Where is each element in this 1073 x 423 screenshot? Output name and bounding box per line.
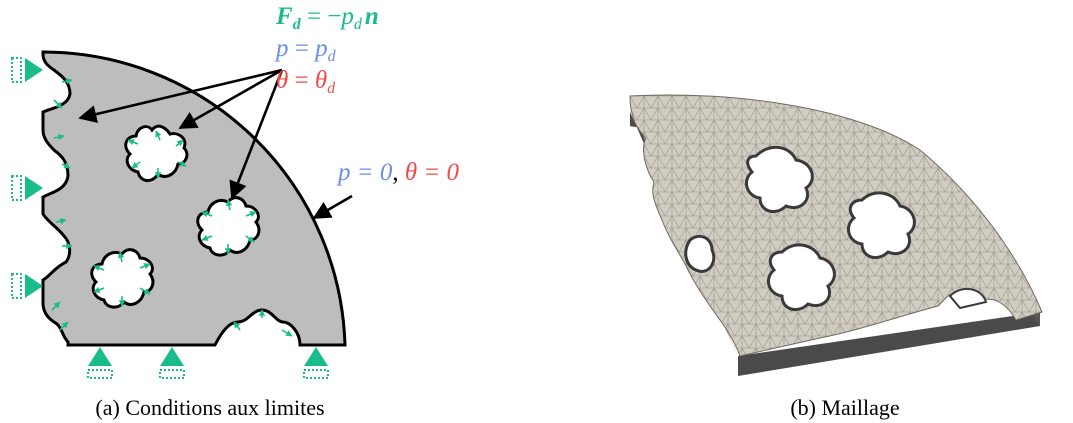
caption-a: (a) Conditions aux limites [95,395,324,420]
pointer-arrows [78,68,353,220]
mesh-top-face [629,94,1043,357]
mesh-hole-3 [766,243,836,312]
bottom-supports [87,347,329,379]
mesh-notch-left [684,234,716,273]
eq-pressure: p = pd [274,35,337,65]
eq-force: Fd = −pd n [275,3,379,33]
eq-temperature: θ = θd [276,67,336,97]
load-arrows [51,77,293,337]
eq-outer-boundary: p = 0, θ = 0 [336,159,460,186]
panel-a: Fd = −pd n p = pd θ = θd p = 0, θ = 0 (a)… [11,3,460,420]
mesh-hole-2 [846,191,916,260]
quarter-disc-body [41,50,347,347]
left-supports [11,57,43,299]
mesh-notch-bottom [948,287,988,310]
mesh-hole-1 [744,145,814,214]
caption-b: (b) Maillage [790,395,899,420]
panel-b: (b) Maillage [629,94,1043,420]
